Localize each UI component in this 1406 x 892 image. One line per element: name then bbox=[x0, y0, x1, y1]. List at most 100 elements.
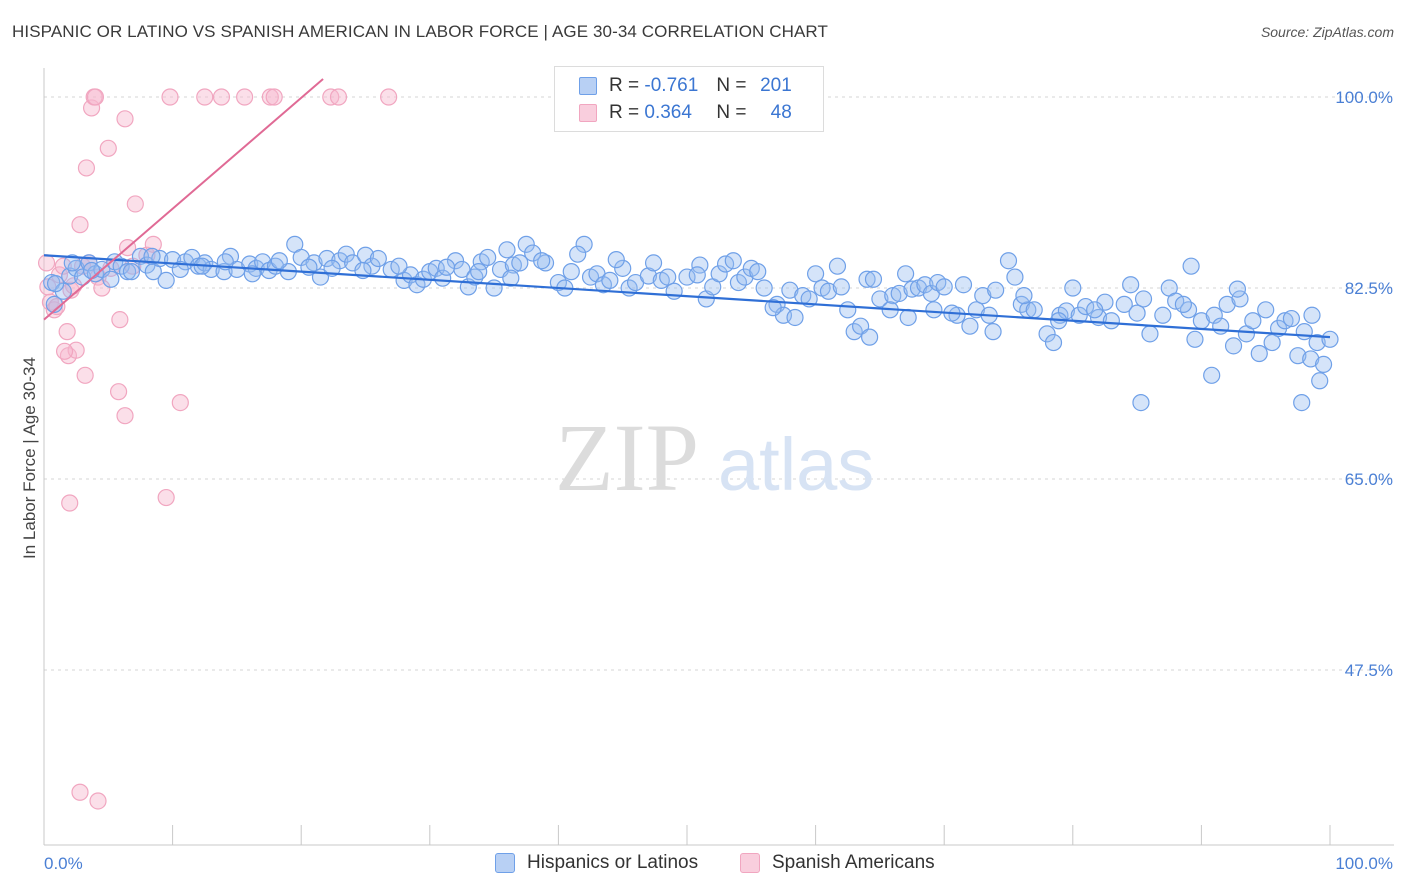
data-point-hispanic bbox=[871, 290, 889, 308]
r-label: R = bbox=[609, 75, 640, 96]
data-point-spanish-american bbox=[329, 88, 348, 106]
data-point-hispanic bbox=[1231, 290, 1249, 308]
data-point-hispanic bbox=[688, 266, 706, 284]
data-point-hispanic bbox=[755, 279, 773, 297]
data-point-hispanic bbox=[1086, 301, 1104, 319]
data-point-hispanic bbox=[318, 249, 336, 268]
data-point-hispanic bbox=[337, 245, 355, 263]
data-point-hispanic bbox=[504, 256, 522, 274]
data-point-hispanic bbox=[935, 278, 953, 296]
data-point-hispanic bbox=[999, 252, 1018, 270]
data-point-spanish-american bbox=[37, 254, 56, 272]
x-tick-label: 100.0% bbox=[1335, 854, 1393, 873]
trend-line-hispanic bbox=[43, 254, 1331, 339]
blue-swatch-icon bbox=[579, 77, 597, 95]
watermark: ZIP atlas bbox=[555, 404, 874, 511]
data-point-hispanic bbox=[925, 301, 943, 319]
data-point-hispanic bbox=[498, 241, 516, 259]
data-point-hispanic bbox=[644, 254, 663, 272]
data-point-hispanic bbox=[806, 265, 825, 283]
data-point-hispanic bbox=[764, 299, 782, 317]
data-point-hispanic bbox=[1263, 333, 1281, 352]
data-point-hispanic bbox=[1218, 295, 1236, 313]
data-point-hispanic bbox=[884, 287, 902, 305]
legend-item-spanish: Spanish Americans bbox=[740, 852, 935, 874]
data-point-spanish-american bbox=[265, 88, 283, 106]
data-point-hispanic bbox=[1038, 325, 1056, 343]
correlation-legend: R = -0.761 N = 201 R = 0.364 N = 48 bbox=[554, 66, 824, 132]
data-point-spanish-american bbox=[116, 407, 134, 425]
data-point-spanish-american bbox=[138, 246, 156, 264]
data-point-hispanic bbox=[270, 252, 288, 270]
n-label: N = bbox=[716, 75, 747, 96]
data-point-spanish-american bbox=[93, 279, 111, 297]
data-point-hispanic bbox=[390, 257, 408, 275]
data-point-hispanic bbox=[858, 270, 876, 288]
data-point-hispanic bbox=[517, 235, 535, 253]
data-point-hispanic bbox=[1186, 330, 1204, 348]
data-point-hispanic bbox=[1070, 306, 1088, 324]
data-point-hispanic bbox=[143, 247, 161, 265]
data-point-hispanic bbox=[157, 271, 175, 289]
data-point-spanish-american bbox=[157, 488, 175, 507]
data-point-hispanic bbox=[890, 284, 908, 303]
data-point-hispanic bbox=[1308, 333, 1326, 352]
data-point-hispanic bbox=[1064, 279, 1082, 297]
data-point-hispanic bbox=[569, 245, 587, 263]
data-point-spanish-american bbox=[261, 88, 279, 106]
data-point-hispanic bbox=[678, 268, 696, 286]
data-point-hispanic bbox=[46, 275, 65, 293]
data-point-hispanic bbox=[511, 254, 529, 272]
legend-label: Spanish Americans bbox=[772, 852, 935, 873]
data-point-hispanic bbox=[1141, 325, 1159, 343]
data-point-hispanic bbox=[781, 281, 799, 299]
data-point-hispanic bbox=[665, 282, 683, 300]
y-axis-label: In Labor Force | Age 30-34 bbox=[20, 357, 39, 559]
trend-lines bbox=[43, 78, 1331, 339]
series-spanish-americans bbox=[37, 88, 398, 810]
data-point-hispanic bbox=[1205, 306, 1223, 324]
data-point-hispanic bbox=[864, 270, 883, 288]
data-point-hispanic bbox=[502, 269, 520, 287]
data-point-hispanic bbox=[974, 287, 992, 305]
data-point-hispanic bbox=[1276, 312, 1294, 330]
data-point-hispanic bbox=[1302, 350, 1320, 368]
data-point-hispanic bbox=[1044, 333, 1063, 352]
data-point-spanish-american bbox=[58, 323, 76, 341]
data-point-hispanic bbox=[1250, 344, 1268, 363]
data-point-hispanic bbox=[607, 251, 625, 269]
data-point-hispanic bbox=[832, 278, 850, 296]
data-point-hispanic bbox=[1174, 295, 1192, 313]
data-point-hispanic bbox=[1212, 317, 1230, 335]
data-point-spanish-american bbox=[71, 216, 89, 234]
data-point-hispanic bbox=[899, 308, 917, 327]
data-point-spanish-american bbox=[48, 297, 66, 316]
y-tick-label: 65.0% bbox=[1345, 470, 1393, 489]
data-point-hispanic bbox=[954, 276, 973, 294]
data-point-hispanic bbox=[1314, 355, 1333, 373]
axes bbox=[43, 68, 1394, 846]
data-point-hispanic bbox=[562, 263, 580, 281]
data-point-hispanic bbox=[987, 281, 1005, 299]
data-point-spanish-american bbox=[161, 88, 179, 106]
data-point-hispanic bbox=[1132, 394, 1150, 412]
data-point-hispanic bbox=[916, 276, 934, 294]
data-point-hispanic bbox=[1006, 268, 1024, 286]
data-point-hispanic bbox=[659, 268, 677, 286]
n-value: 201 bbox=[760, 75, 792, 96]
pink-swatch-icon bbox=[579, 104, 597, 122]
data-point-hispanic bbox=[1077, 297, 1095, 316]
data-point-hispanic bbox=[828, 257, 847, 275]
data-point-hispanic bbox=[446, 252, 465, 270]
data-point-hispanic bbox=[1289, 347, 1307, 365]
data-point-hispanic bbox=[839, 301, 857, 319]
watermark-zip: ZIP bbox=[555, 404, 699, 511]
legend-item-hispanics: Hispanics or Latinos bbox=[495, 852, 698, 874]
data-point-hispanic bbox=[1025, 301, 1043, 319]
data-point-hispanic bbox=[819, 282, 838, 300]
data-point-hispanic bbox=[786, 308, 804, 327]
data-point-hispanic bbox=[724, 252, 742, 270]
data-point-hispanic bbox=[736, 268, 754, 286]
data-point-hispanic bbox=[118, 263, 137, 281]
